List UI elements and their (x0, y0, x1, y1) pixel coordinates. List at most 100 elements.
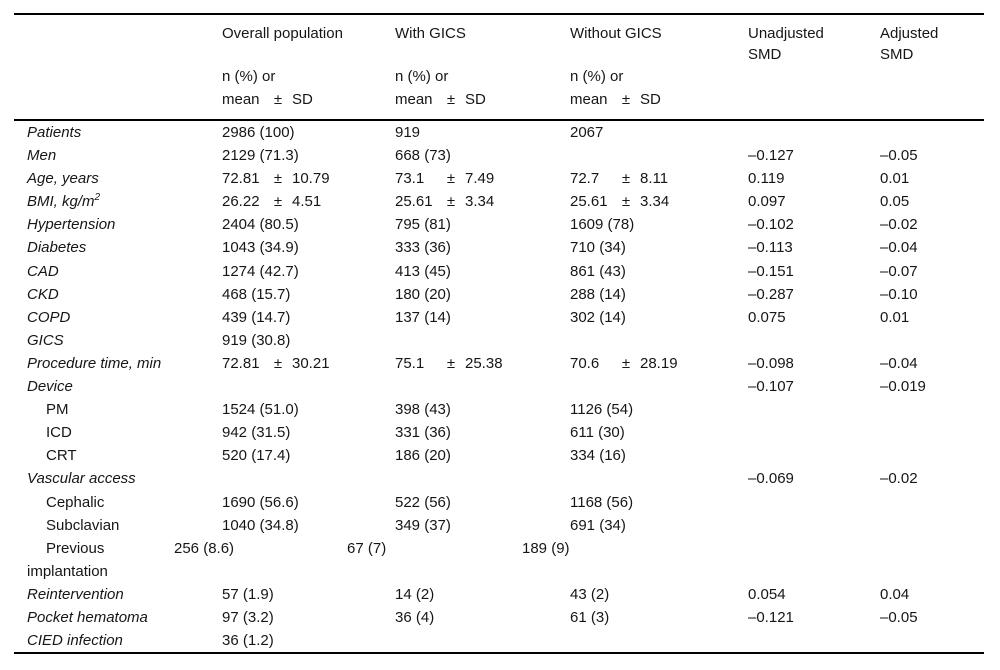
table-cell: 333 (36) (395, 239, 451, 257)
table-cell (832, 537, 936, 583)
table-cell: 398 (43) (395, 401, 451, 419)
subheader-sd-label: SD (465, 91, 486, 108)
row-label: Subclavian (46, 516, 120, 534)
table-cell (222, 467, 395, 490)
subheader-line1: n (%) or (395, 68, 449, 85)
table-cell: 36 (4) (395, 608, 435, 626)
row-label: BMI, kg/m (27, 193, 95, 211)
table-cell: 919 (30.8) (222, 331, 291, 349)
row-label-cell: Hypertension (14, 213, 222, 236)
row-label: CAD (27, 262, 59, 280)
table-cell: 0.054 (748, 585, 786, 603)
table-cell (880, 629, 984, 652)
table-cell: 57 (1.9) (222, 585, 274, 603)
table-row: BMI, kg/m2 26.22 ±4.51 25.61 ±3.34 25.61 ±3.34… (14, 190, 984, 213)
table-cell: 1168 (56) (570, 493, 634, 511)
row-label-cell: PM (14, 398, 222, 421)
table-cell: 288 (14) (570, 285, 626, 303)
table-cell: 14 (2) (395, 585, 435, 603)
table-cell: –0.04 (880, 239, 918, 257)
subheader-sd-label: SD (292, 91, 313, 108)
stat-pm: ± (273, 193, 283, 211)
table-row: Vascular access –0.069 –0.02 (14, 467, 984, 490)
table-cell: 256 (8.6) (174, 539, 235, 557)
table-cell (880, 121, 984, 144)
table-cell: 1040 (34.8) (222, 516, 299, 534)
stat-pm: ± (446, 354, 456, 372)
table-row: ICD 942 (31.5) 331 (36) 611 (30) (14, 421, 984, 444)
table-cell (748, 398, 880, 421)
table-cell: 137 (14) (395, 308, 451, 326)
header-cell-overall-population: Overall population n (%) or mean ± SD (222, 15, 395, 119)
row-label: Diabetes (27, 239, 87, 257)
column-title: Adjusted SMD (880, 25, 939, 63)
table-row: COPD 439 (14.7) 137 (14) 302 (14) 0.075 0.01 (14, 306, 984, 329)
table-cell: 26.22 ±4.51 (222, 190, 395, 213)
subheader-line1: n (%) or (222, 68, 276, 85)
stat-pm: ± (273, 170, 283, 188)
row-label: CRT (46, 447, 77, 465)
table-cell: 413 (45) (395, 262, 451, 280)
table-cell: 1043 (34.9) (222, 239, 299, 257)
row-label: CIED infection (27, 632, 123, 650)
table-cell: 36 (1.2) (222, 632, 274, 650)
stat-pm: ± (621, 193, 631, 211)
table-cell (748, 629, 880, 652)
table-row: PM 1524 (51.0) 398 (43) 1126 (54) (14, 398, 984, 421)
table-row: Patients 2986 (100) 919 2067 (14, 121, 984, 144)
row-label-cell: CAD (14, 260, 222, 283)
stat-mean: 72.81 (222, 354, 260, 372)
stat-pm: ± (446, 170, 456, 188)
table-cell: 520 (17.4) (222, 447, 291, 465)
header-cell-rowlabels-empty (14, 15, 222, 119)
table-cell: 0.075 (748, 308, 786, 326)
stat-sd: 28.19 (640, 354, 678, 372)
row-label-cell: Reintervention (14, 583, 222, 606)
table-cell (570, 144, 748, 167)
row-label-cell: Subclavian (14, 514, 222, 537)
subheader-sd-label: SD (640, 91, 661, 108)
row-label-cell: Age, years (14, 167, 222, 190)
table-row: Age, years 72.81 ±10.79 73.1 ±7.49 72.7 ±8.11 0… (14, 167, 984, 190)
row-label-cell: Previous implantation (14, 537, 174, 583)
table-cell: 668 (73) (395, 147, 451, 165)
table-cell: –0.05 (880, 608, 918, 626)
subheader-plusminus: ± (621, 91, 631, 108)
table-top-rule (14, 13, 984, 15)
table-cell (880, 421, 984, 444)
table-cell: 72.81 ±30.21 (222, 352, 395, 375)
table-cell (748, 491, 880, 514)
table-cell: –0.10 (880, 285, 918, 303)
stat-sd: 10.79 (292, 170, 330, 188)
table-row: CKD 468 (15.7) 180 (20) 288 (14) –0.287 –0.10 (14, 283, 984, 306)
row-label-cell: CRT (14, 444, 222, 467)
table-row: Men 2129 (71.3) 668 (73) –0.127 –0.05 (14, 144, 984, 167)
table-cell: –0.019 (880, 378, 926, 396)
table-cell: 795 (81) (395, 216, 451, 234)
stat-mean: 25.61 (395, 193, 433, 211)
stat-mean: 75.1 (395, 354, 425, 372)
table-cell: 2067 (570, 124, 604, 141)
table-cell (880, 398, 984, 421)
stat-pm: ± (273, 354, 283, 372)
row-label: Device (27, 378, 73, 396)
column-title: With GICS (395, 25, 466, 42)
table-cell (570, 329, 748, 352)
row-label: Reintervention (27, 585, 124, 603)
row-label-cell: COPD (14, 306, 222, 329)
stat-mean: 73.1 (395, 170, 425, 188)
table-row: CRT 520 (17.4) 186 (20) 334 (16) (14, 444, 984, 467)
table-cell (748, 514, 880, 537)
table-cell (570, 375, 748, 398)
header-cell-unadjusted-smd: Unadjusted SMD (748, 15, 880, 119)
table-cell: 522 (56) (395, 493, 451, 511)
stat-sd: 3.34 (640, 193, 670, 211)
subheader-mean-label: mean (222, 91, 260, 108)
table-cell: 25.61 ±3.34 (395, 190, 570, 213)
table-cell: 0.04 (880, 585, 910, 603)
table-cell: –0.07 (880, 262, 918, 280)
row-label-cell: ICD (14, 421, 222, 444)
table-cell (880, 491, 984, 514)
row-label-cell: Pocket hematoma (14, 606, 222, 629)
